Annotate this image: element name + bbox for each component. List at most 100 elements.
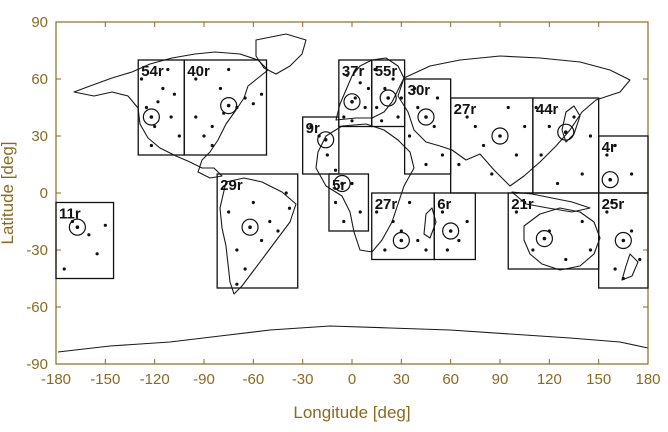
region-center-circle (535, 230, 554, 248)
station-point (465, 115, 469, 119)
station-point (353, 96, 357, 100)
region-center-dot (386, 96, 390, 100)
region-boxes: 11r 54r 40r 29r 9r 5r 37r 55r 30r 27r 6r 27r 44r 4r 21… (55, 59, 649, 289)
x-tick-label: 150 (586, 371, 611, 388)
station-point (523, 124, 527, 129)
station-point (547, 124, 551, 129)
region-center-dot (542, 236, 547, 241)
station-point (144, 105, 149, 110)
station-point (605, 153, 609, 157)
y-tick-label: -30 (26, 242, 48, 259)
station-point (103, 223, 107, 227)
y-tick-label: 30 (31, 128, 48, 145)
region-center-dot (350, 100, 354, 104)
region-label: 54r (141, 63, 164, 80)
region-box (302, 116, 340, 175)
region-center-circle (614, 231, 632, 250)
station-point (333, 200, 338, 205)
station-point (539, 153, 543, 157)
station-point (407, 200, 412, 205)
station-point (399, 229, 403, 233)
y-tick-label: -90 (26, 356, 48, 373)
region-center-dot (75, 225, 80, 229)
station-point (259, 92, 264, 96)
y-tick-label: -60 (26, 299, 48, 316)
station-point (383, 86, 387, 91)
station-point (172, 92, 176, 96)
region-center-dot (563, 130, 568, 134)
europe-outline (335, 57, 405, 121)
tick-labels: -180 -150 -120 -90 -60 -30 0 30 60 90 120 150 180 -90… (26, 14, 660, 388)
station-point (506, 105, 510, 110)
x-tick-label: 0 (348, 371, 356, 388)
station-point (149, 143, 153, 148)
station-point (235, 248, 239, 252)
region-center-dot (149, 115, 154, 119)
station-point (457, 238, 461, 243)
station-point (514, 210, 519, 214)
station-point (227, 210, 231, 214)
station-point (194, 115, 198, 119)
x-tick-label: 30 (393, 371, 410, 388)
station-point (243, 96, 247, 100)
station-point (523, 200, 527, 205)
madagascar-outline (423, 207, 437, 239)
region-box (598, 192, 649, 289)
station-point (638, 257, 642, 262)
x-tick-label: -180 (41, 371, 71, 388)
station-point (268, 219, 272, 224)
australia-outline (523, 207, 601, 271)
region-center-circle (220, 96, 238, 115)
south-america-outline (219, 177, 297, 295)
map-layer (57, 33, 649, 353)
station-point (161, 86, 165, 91)
station-point (373, 67, 377, 72)
station-point (243, 267, 247, 271)
station-point (251, 102, 255, 106)
region-label: 37r (342, 63, 365, 80)
station-point (629, 229, 634, 233)
station-point (564, 257, 568, 262)
x-axis-title: Longitude [deg] (293, 403, 410, 422)
x-tick-label: 180 (635, 371, 660, 388)
north-america-outline (73, 51, 269, 179)
station-point (95, 252, 99, 256)
region-center-dot (323, 138, 328, 142)
station-point (531, 248, 535, 252)
station-point (235, 282, 239, 286)
region-center-circle (442, 222, 460, 240)
station-point (342, 219, 346, 224)
station-point (391, 219, 395, 224)
station-point (218, 86, 223, 91)
asia-outline (397, 55, 631, 187)
region-center-dot (248, 225, 252, 229)
station-point (342, 115, 346, 119)
station-point (481, 143, 486, 148)
region-center-circle (142, 108, 160, 126)
station-point (580, 219, 584, 224)
region-center-circle (557, 123, 575, 141)
station-point (139, 77, 144, 81)
station-point (194, 77, 198, 81)
station-point (465, 219, 469, 224)
region-center-dot (424, 115, 428, 119)
station-point (333, 168, 338, 172)
station-point (445, 248, 449, 252)
region-label: 29r (220, 177, 243, 194)
station-point (457, 162, 461, 167)
x-tick-label: 90 (492, 371, 509, 388)
station-point (363, 105, 367, 110)
station-point (375, 105, 379, 110)
station-point (407, 134, 412, 138)
region-center-circle (392, 231, 410, 250)
x-tick-label: -60 (242, 371, 264, 388)
station-point (227, 67, 231, 72)
station-point (210, 124, 214, 129)
station-point (613, 143, 617, 148)
station-point (166, 67, 170, 72)
station-point (440, 210, 445, 214)
africa-outline (315, 123, 415, 253)
region-label: 21r (511, 196, 534, 213)
region-centers (68, 89, 632, 250)
